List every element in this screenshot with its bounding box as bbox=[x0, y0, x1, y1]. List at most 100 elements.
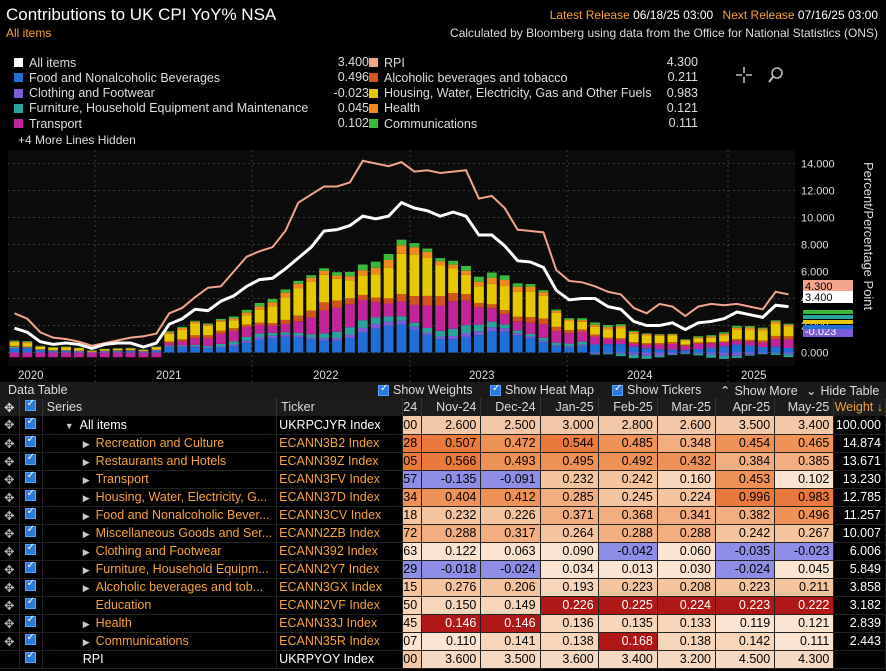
legend-item[interactable]: Alcoholic beverages and tobacco bbox=[369, 70, 567, 85]
series-name[interactable]: ▶ Furniture, Household Equipm... bbox=[42, 560, 278, 579]
column-dec-24[interactable]: Dec-24 bbox=[480, 398, 541, 416]
column-ticker[interactable]: Ticker bbox=[276, 398, 404, 416]
legend-item[interactable]: Furniture, Household Equipment and Maint… bbox=[14, 101, 308, 116]
legend-item[interactable]: Housing, Water, Electricity, Gas and Oth… bbox=[369, 86, 651, 101]
table-row[interactable]: ✥ ▶ Furniture, Household Equipm... ECANN2Y7… bbox=[0, 560, 886, 579]
move-icon[interactable]: ✥ bbox=[0, 470, 20, 489]
ticker[interactable]: ECANN35R Index bbox=[276, 632, 404, 651]
expand-icon[interactable]: ▶ bbox=[82, 529, 90, 539]
legend-item[interactable]: RPI bbox=[369, 55, 405, 70]
column-apr-25[interactable]: Apr-25 bbox=[715, 398, 776, 416]
legend-item[interactable]: Food and Nonalcoholic Beverages bbox=[14, 70, 220, 85]
series-name[interactable]: ▶ Miscellaneous Goods and Ser... bbox=[42, 524, 278, 543]
more-lines-hidden-link[interactable]: +4 More Lines Hidden bbox=[18, 133, 136, 147]
legend-item[interactable]: Transport bbox=[14, 116, 82, 131]
legend-item[interactable]: Communications bbox=[369, 116, 477, 131]
row-checkbox[interactable] bbox=[19, 650, 43, 669]
expand-icon[interactable]: ▶ bbox=[82, 565, 90, 575]
column-series[interactable]: Series bbox=[42, 398, 278, 416]
move-icon[interactable]: ✥ bbox=[0, 596, 20, 615]
show-more-button[interactable]: ⌃ Show More bbox=[720, 383, 798, 399]
ticker[interactable]: ECANN392 Index bbox=[276, 542, 404, 561]
series-name[interactable]: ▶ Recreation and Culture bbox=[42, 434, 278, 453]
move-icon[interactable]: ✥ bbox=[0, 560, 20, 579]
ticker[interactable]: ECANN33J Index bbox=[276, 614, 404, 633]
crosshair-icon[interactable] bbox=[731, 62, 757, 88]
expand-icon[interactable]: ▶ bbox=[82, 583, 90, 593]
series-name[interactable]: ▶ Food and Nonalcoholic Bever... bbox=[42, 506, 278, 525]
collapse-icon[interactable]: ▼ bbox=[64, 420, 74, 431]
series-name[interactable]: ▶ Health bbox=[42, 614, 278, 633]
ticker[interactable]: ECANN2ZB Index bbox=[276, 524, 404, 543]
row-checkbox[interactable] bbox=[19, 542, 43, 561]
row-checkbox[interactable] bbox=[19, 434, 43, 453]
table-row[interactable]: ✥ ▶ Restaurants and Hotels ECANN39Z Index05… bbox=[0, 452, 886, 471]
column-mar-25[interactable]: Mar-25 bbox=[657, 398, 716, 416]
ticker[interactable]: UKRPCJYR Index bbox=[276, 416, 404, 435]
series-name[interactable]: ▶ Housing, Water, Electricity, G... bbox=[42, 488, 278, 507]
expand-icon[interactable]: ▶ bbox=[82, 547, 90, 557]
ticker[interactable]: ECANN3B2 Index bbox=[276, 434, 404, 453]
row-checkbox[interactable] bbox=[19, 578, 43, 597]
legend-item[interactable]: Health bbox=[369, 101, 420, 116]
ticker[interactable]: ECANN2Y7 Index bbox=[276, 560, 404, 579]
column-nov-24[interactable]: Nov-24 bbox=[421, 398, 482, 416]
row-checkbox[interactable] bbox=[19, 524, 43, 543]
move-icon[interactable]: ✥ bbox=[0, 452, 20, 471]
series-name[interactable]: ▶ Communications bbox=[42, 632, 278, 651]
column-jan-25[interactable]: Jan-25 bbox=[540, 398, 599, 416]
column-oct-24[interactable]: 24 bbox=[402, 398, 423, 416]
ticker[interactable]: ECANN3CV Index bbox=[276, 506, 404, 525]
show-tickers-toggle[interactable]: Show Tickers bbox=[612, 383, 701, 397]
expand-icon[interactable]: ▶ bbox=[82, 457, 90, 467]
legend-item[interactable]: All items bbox=[14, 55, 76, 70]
expand-icon[interactable]: ▶ bbox=[82, 619, 90, 629]
move-icon[interactable]: ✥ bbox=[0, 542, 20, 561]
row-checkbox[interactable] bbox=[19, 506, 43, 525]
move-icon[interactable]: ✥ bbox=[0, 614, 20, 633]
expand-icon[interactable]: ▶ bbox=[82, 511, 90, 521]
show-weights-toggle[interactable]: Show Weights bbox=[378, 383, 473, 397]
column-feb-25[interactable]: Feb-25 bbox=[598, 398, 658, 416]
expand-icon[interactable]: ▶ bbox=[82, 493, 90, 503]
ticker[interactable]: ECANN39Z Index bbox=[276, 452, 404, 471]
row-checkbox[interactable] bbox=[19, 488, 43, 507]
row-checkbox[interactable] bbox=[19, 632, 43, 651]
move-icon[interactable]: ✥ bbox=[0, 578, 20, 597]
row-checkbox[interactable] bbox=[19, 416, 43, 435]
series-name[interactable]: ▶ Transport bbox=[42, 470, 278, 489]
ticker[interactable]: UKRPYOY Index bbox=[276, 650, 404, 669]
column-may-25[interactable]: May-25 bbox=[774, 398, 835, 416]
series-name[interactable]: ▶ Restaurants and Hotels bbox=[42, 452, 278, 471]
move-icon[interactable]: ✥ bbox=[0, 416, 20, 435]
row-checkbox[interactable] bbox=[19, 596, 43, 615]
zoom-icon[interactable] bbox=[763, 62, 789, 88]
move-icon[interactable]: ✥ bbox=[0, 398, 20, 416]
table-row[interactable]: ✥ ▶ Recreation and Culture ECANN3B2 Index28… bbox=[0, 434, 886, 453]
move-icon[interactable]: ✥ bbox=[0, 506, 20, 525]
series-name[interactable]: ▼ All items bbox=[42, 416, 278, 435]
table-row[interactable]: ✥ ▶ Miscellaneous Goods and Ser...ECANN2ZB… bbox=[0, 524, 886, 543]
show-heat-map-toggle[interactable]: Show Heat Map bbox=[490, 383, 594, 397]
table-row[interactable]: ✥ ▶ Food and Nonalcoholic Bever... ECANN3CV… bbox=[0, 506, 886, 525]
move-icon[interactable] bbox=[0, 650, 20, 669]
series-name[interactable]: ▶Education bbox=[42, 596, 278, 615]
move-icon[interactable]: ✥ bbox=[0, 488, 20, 507]
move-icon[interactable]: ✥ bbox=[0, 632, 20, 651]
expand-icon[interactable]: ▶ bbox=[82, 637, 90, 647]
move-icon[interactable]: ✥ bbox=[0, 524, 20, 543]
select-all-checkbox[interactable] bbox=[19, 398, 43, 416]
table-row[interactable]: ✥ ▶ Housing, Water, Electricity, G... ECANN… bbox=[0, 488, 886, 507]
ticker[interactable]: ECANN3FV Index bbox=[276, 470, 404, 489]
ticker[interactable]: ECANN3GX Index bbox=[276, 578, 404, 597]
row-checkbox[interactable] bbox=[19, 614, 43, 633]
row-checkbox[interactable] bbox=[19, 452, 43, 471]
ticker[interactable]: ECANN37D Index bbox=[276, 488, 404, 507]
